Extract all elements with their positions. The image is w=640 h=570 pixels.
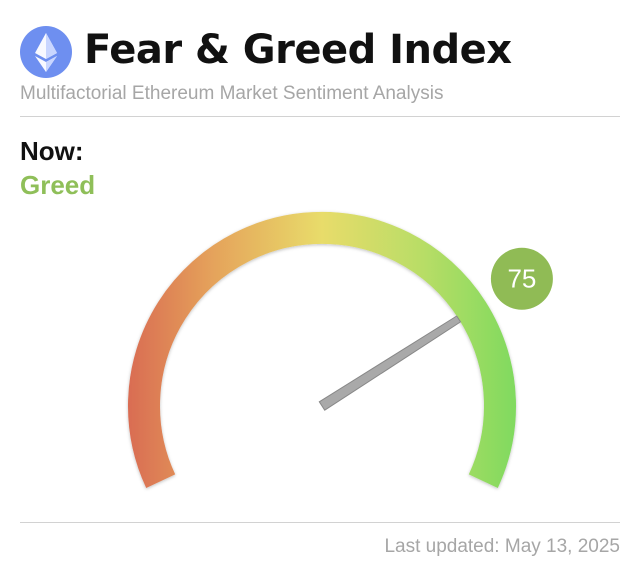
last-updated: Last updated: May 13, 2025 (384, 536, 620, 557)
sentiment-value: Greed (20, 170, 96, 200)
gauge-arc (128, 212, 516, 488)
page-title: Fear & Greed Index (84, 27, 512, 73)
gauge-needle (318, 315, 462, 411)
score-badge (490, 247, 553, 310)
page-subtitle: Multifactorial Ethereum Market Sentiment… (20, 83, 444, 104)
header: Fear & Greed Index (20, 22, 620, 78)
footer-divider (20, 522, 620, 523)
now-label: Now: (20, 136, 84, 166)
ethereum-logo-icon (20, 26, 72, 78)
header-divider (20, 116, 620, 117)
score-value: 75 (507, 264, 536, 294)
